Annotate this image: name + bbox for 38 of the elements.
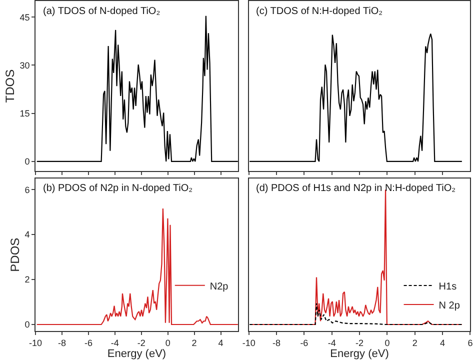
x-tick-label: -8 [272,338,281,348]
x-tick-label: -6 [300,338,308,348]
x-tick-label: -2 [137,338,146,348]
text: (d) PDOS of H1s and N2p in N:H-doped TiO₂ [256,183,456,194]
x-tick-label: 4 [440,338,446,348]
line-series [36,208,238,326]
x-tick-label: -10 [242,338,256,348]
legend-label: N 2p [438,300,460,312]
text: (b) PDOS of N2p in N-doped TiO₂ [43,183,193,194]
x-axis-title: Energy (eV) [107,348,166,360]
x-tick-label: -4 [328,338,336,348]
x-tick-label: -10 [29,338,42,348]
y-tick-label: 15 [20,108,30,118]
legend-label: N2p [210,281,229,292]
y-tick-label: 0 [24,156,30,167]
y-axis-title: PDOS [8,238,22,272]
x-tick-label: 6 [468,338,473,348]
line-series [36,15,238,162]
x-tick-label: -4 [110,338,119,348]
y-tick-label: 6 [24,184,30,195]
y-tick-label: 45 [20,12,30,22]
x-tick-label: 2 [192,338,197,348]
x-tick-label: 0 [165,338,170,348]
text: (c) TDOS of N:H-doped TiO₂ [256,6,383,17]
legend-label: H1s [438,281,457,292]
y-tick-label: 2 [24,274,30,285]
text: (a) TDOS of N-doped TiO₂ [43,6,160,17]
y-tick-label: 0 [24,320,30,330]
x-tick-label: -8 [58,338,66,348]
x-tick-label: -6 [84,338,92,348]
x-axis-title: Energy (eV) [330,348,389,360]
y-tick-label: 30 [20,60,30,70]
x-tick-label: 2 [412,338,418,348]
y-axis-title: TDOS [3,69,18,103]
x-tick-label: 0 [384,338,390,348]
x-tick-label: 4 [218,338,224,348]
y-tick-label: 4 [24,230,30,240]
x-tick-label: -2 [356,338,364,348]
